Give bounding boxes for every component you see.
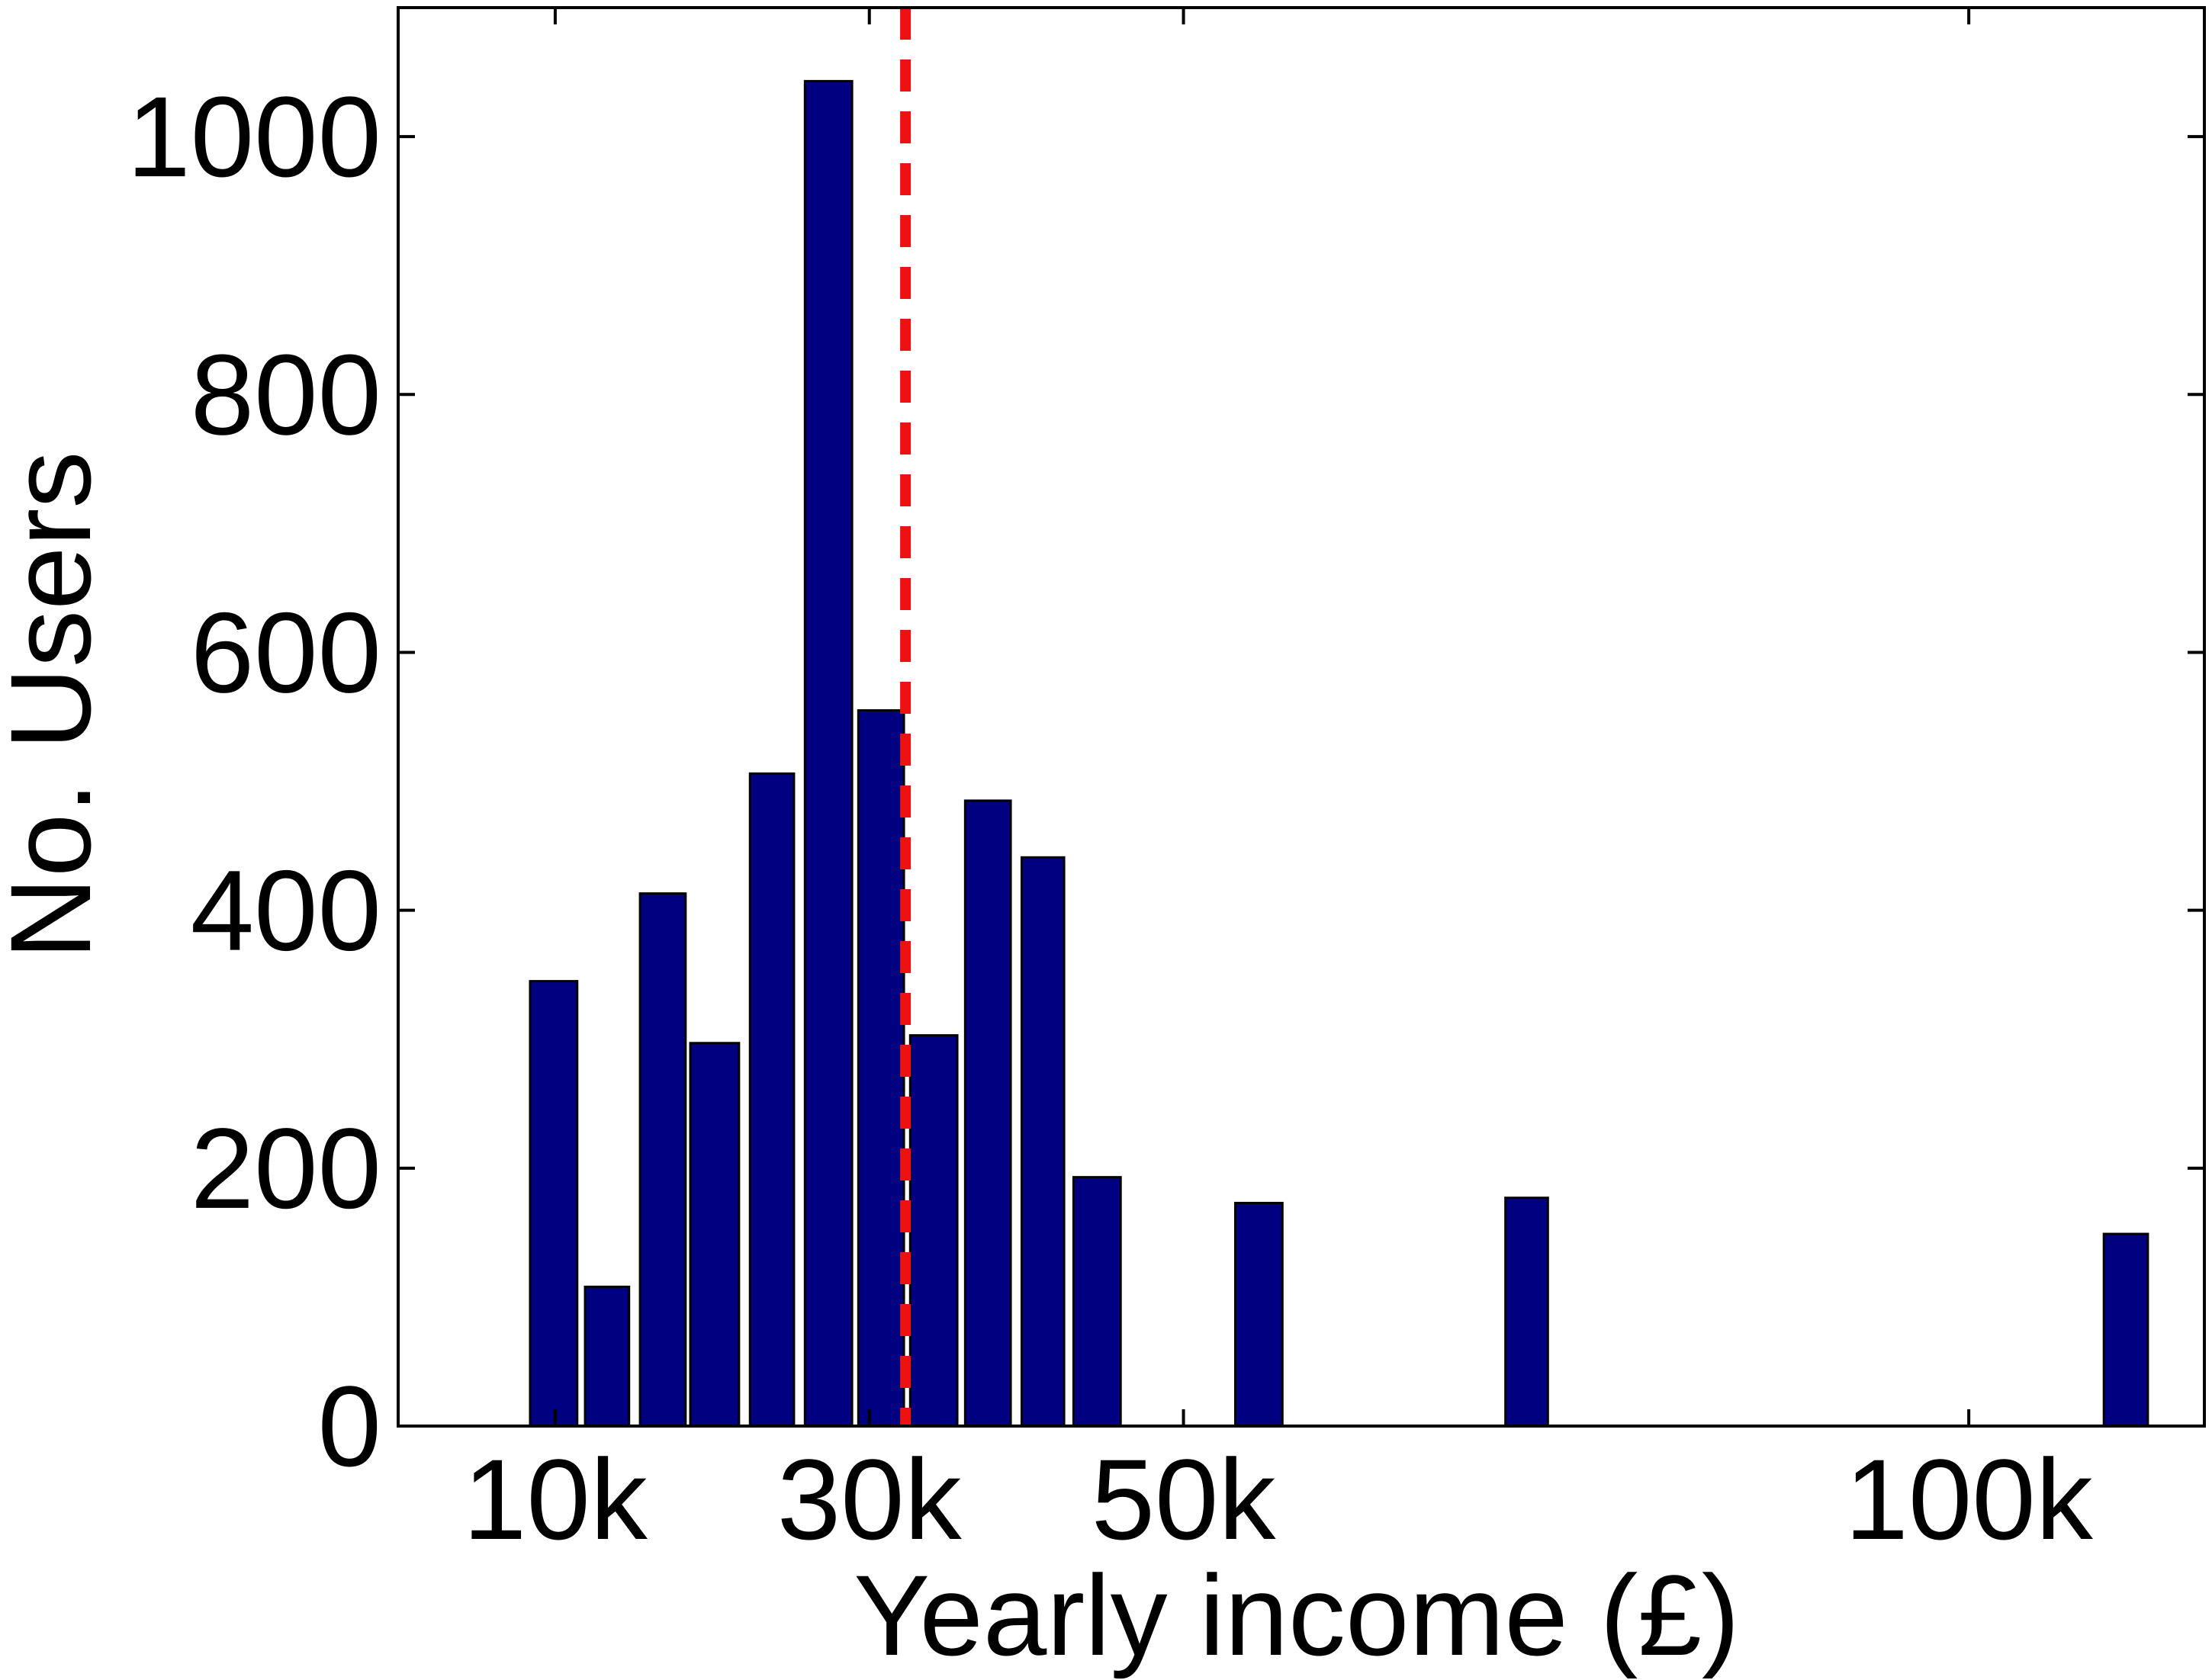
y-axis-label: No. Users	[0, 451, 114, 960]
bar-11	[1234, 1201, 1284, 1428]
bar-4	[748, 772, 796, 1428]
ticks-layer: 0 200 400 600 800 1000 10k 30k 50k 100k	[127, 8, 2204, 1563]
bar-1	[584, 1285, 631, 1428]
bar-12	[1504, 1197, 1549, 1428]
x-tick-label-3: 100k	[1844, 1435, 2093, 1563]
bar-6	[857, 709, 905, 1428]
y-tick-label-3: 600	[191, 588, 381, 716]
y-tick-label-5: 1000	[127, 72, 381, 201]
bar-0	[529, 980, 579, 1428]
bar-13	[2102, 1232, 2149, 1428]
bar-5	[803, 79, 854, 1428]
x-tick-label-0: 10k	[463, 1435, 648, 1563]
bars-layer	[529, 79, 2149, 1428]
bar-2	[638, 892, 687, 1428]
plot-frame	[397, 6, 2206, 1428]
y-tick-label-2: 400	[191, 846, 381, 975]
bar-9	[1020, 856, 1066, 1428]
bar-10	[1072, 1176, 1122, 1428]
x-axis-label: Yearly income (£)	[854, 1551, 1740, 1679]
y-tick-label-1: 200	[191, 1104, 381, 1232]
y-tick-label-0: 0	[318, 1362, 381, 1490]
bar-3	[689, 1042, 741, 1428]
bar-8	[963, 799, 1012, 1428]
y-tick-label-4: 800	[191, 330, 381, 458]
x-tick-label-1: 30k	[777, 1435, 963, 1563]
bar-7	[908, 1034, 959, 1428]
x-tick-label-2: 50k	[1092, 1435, 1277, 1563]
